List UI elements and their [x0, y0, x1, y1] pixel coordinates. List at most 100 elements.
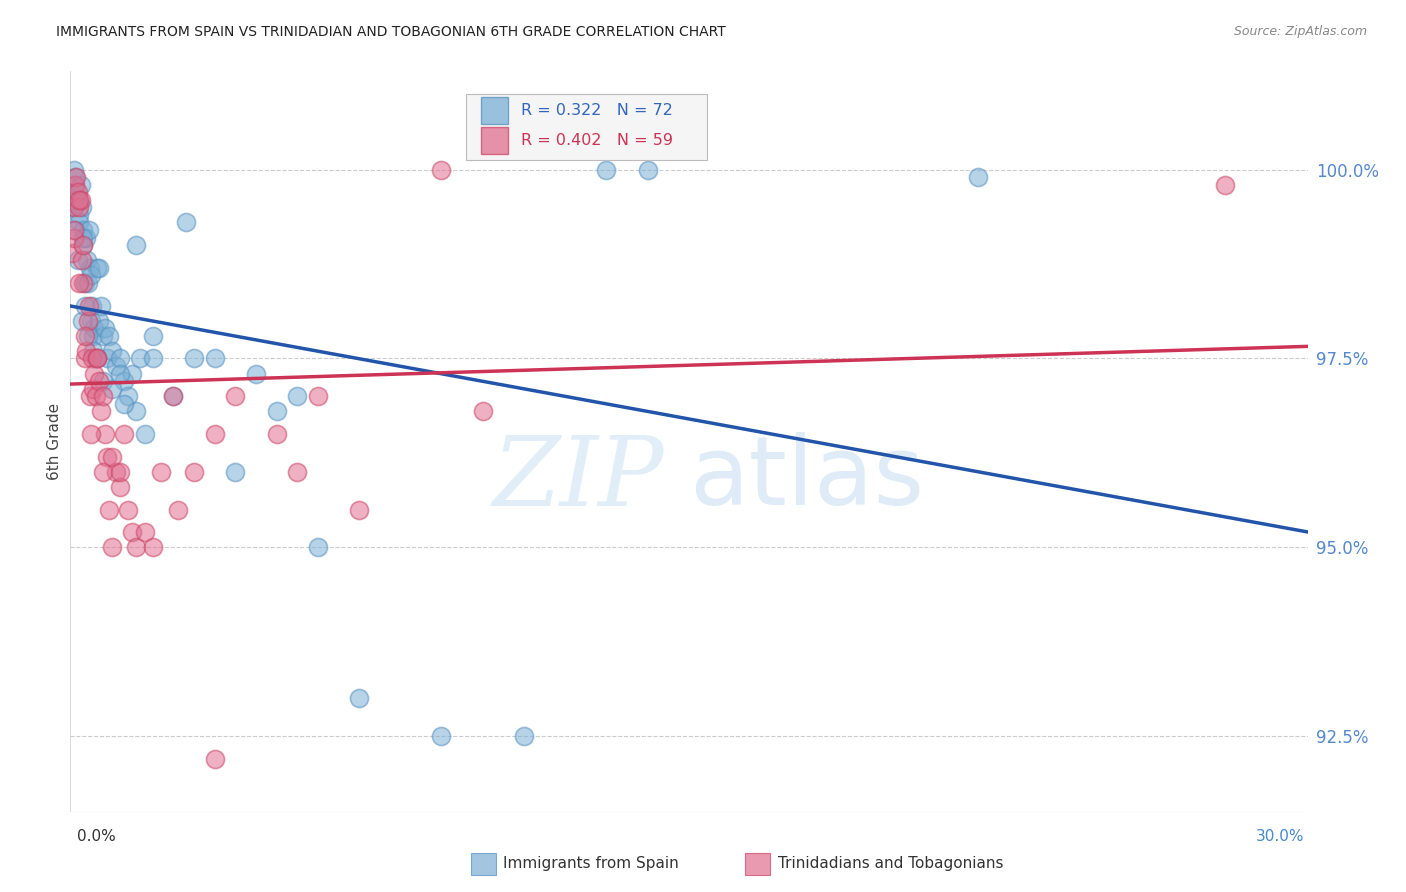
Point	[96, 351, 118, 366]
Point	[595, 162, 617, 177]
Point	[62, 193, 84, 207]
Point	[82, 382, 104, 396]
Point	[134, 427, 156, 442]
Text: Trinidadians and Tobagonians: Trinidadians and Tobagonians	[778, 856, 1002, 871]
Point	[204, 427, 226, 442]
Point	[96, 450, 118, 464]
Point	[73, 299, 96, 313]
Point	[94, 321, 117, 335]
Point	[84, 389, 107, 403]
Point	[67, 215, 90, 229]
Point	[307, 541, 329, 555]
Point	[60, 200, 83, 214]
Point	[104, 359, 127, 373]
Point	[112, 374, 135, 388]
Point	[142, 328, 165, 343]
Point	[183, 465, 205, 479]
FancyBboxPatch shape	[481, 127, 509, 153]
Point	[91, 374, 114, 388]
Point	[166, 502, 188, 516]
Point	[80, 299, 103, 313]
Point	[72, 230, 94, 244]
Point	[86, 351, 108, 366]
Point	[83, 367, 105, 381]
Point	[637, 162, 659, 177]
Point	[98, 328, 121, 343]
Point	[75, 343, 97, 358]
Point	[66, 193, 89, 207]
Point	[142, 541, 165, 555]
Point	[89, 260, 111, 275]
Point	[72, 223, 94, 237]
Point	[91, 328, 114, 343]
Point	[79, 260, 101, 275]
Point	[100, 382, 122, 396]
Point	[117, 389, 139, 403]
Point	[129, 351, 152, 366]
Point	[72, 238, 94, 252]
Point	[65, 186, 87, 200]
Text: ZIP: ZIP	[494, 432, 664, 525]
Point	[162, 389, 184, 403]
Text: Source: ZipAtlas.com: Source: ZipAtlas.com	[1233, 25, 1367, 38]
Text: R = 0.322   N = 72: R = 0.322 N = 72	[520, 103, 672, 118]
Point	[62, 230, 84, 244]
Point	[76, 313, 98, 327]
Point	[69, 178, 91, 192]
Point	[125, 404, 148, 418]
Point	[76, 328, 98, 343]
Text: 30.0%: 30.0%	[1257, 830, 1305, 844]
Point	[117, 502, 139, 516]
Point	[82, 343, 104, 358]
Point	[69, 193, 91, 207]
Point	[79, 389, 101, 403]
Point	[100, 343, 122, 358]
Point	[77, 299, 100, 313]
Point	[347, 691, 370, 706]
Point	[1213, 178, 1236, 192]
Point	[91, 465, 114, 479]
Point	[347, 502, 370, 516]
Point	[430, 729, 453, 743]
Point	[471, 404, 494, 418]
Point	[80, 313, 103, 327]
Point	[62, 178, 84, 192]
Point	[89, 374, 111, 388]
Point	[67, 193, 90, 207]
Point	[80, 427, 103, 442]
Point	[80, 268, 103, 283]
Point	[162, 389, 184, 403]
Point	[66, 253, 89, 268]
Point	[134, 525, 156, 540]
Text: R = 0.402   N = 59: R = 0.402 N = 59	[520, 133, 672, 148]
Point	[104, 465, 127, 479]
Point	[285, 389, 308, 403]
Point	[183, 351, 205, 366]
FancyBboxPatch shape	[467, 94, 707, 161]
Point	[266, 427, 288, 442]
Point	[63, 200, 86, 214]
Point	[108, 367, 131, 381]
Point	[60, 245, 83, 260]
Point	[430, 162, 453, 177]
Point	[73, 351, 96, 366]
Point	[70, 253, 93, 268]
Point	[80, 351, 103, 366]
Point	[73, 276, 96, 290]
Point	[76, 253, 98, 268]
Point	[266, 404, 288, 418]
Point	[150, 465, 173, 479]
Point	[285, 465, 308, 479]
Point	[75, 230, 97, 244]
Point	[63, 162, 86, 177]
Point	[70, 313, 93, 327]
Point	[112, 427, 135, 442]
Point	[89, 313, 111, 327]
Point	[108, 351, 131, 366]
Point	[90, 404, 112, 418]
Point	[142, 351, 165, 366]
Point	[65, 223, 87, 237]
Point	[70, 200, 93, 214]
Point	[82, 328, 104, 343]
Point	[76, 276, 98, 290]
